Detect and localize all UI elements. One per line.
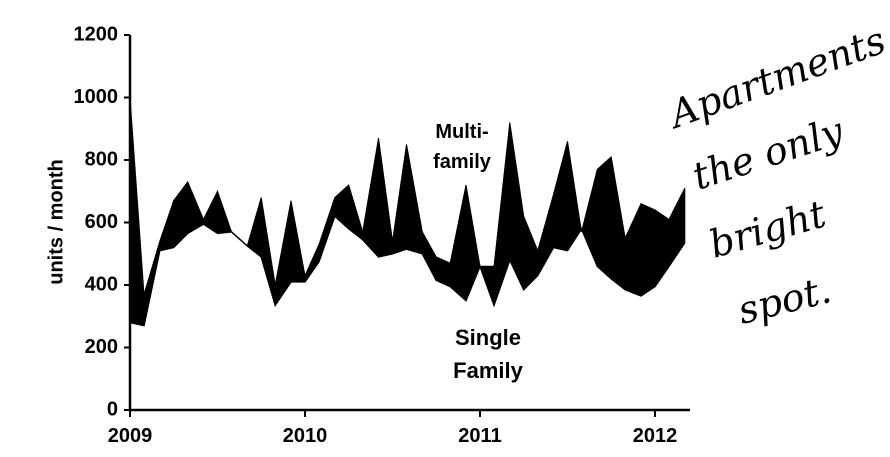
- y-tick-label: 800: [85, 148, 118, 170]
- series-single-family-line: [129, 214, 686, 327]
- multi-family-label: Multi- family: [433, 121, 492, 173]
- x-tick-label: 2009: [108, 425, 153, 447]
- y-tick-label: 1000: [74, 86, 119, 108]
- series-multi-family-area: [129, 97, 686, 327]
- plot-area: [129, 97, 686, 327]
- y-tick-label: 1200: [74, 23, 119, 45]
- svg-text:Multi-: Multi-: [435, 121, 488, 143]
- y-tick-label: 400: [85, 273, 118, 295]
- handwritten-annotation: Apartments the only bright spot.: [661, 18, 890, 333]
- x-tick-label: 2012: [633, 425, 678, 447]
- svg-text:Single: Single: [455, 325, 521, 350]
- single-family-label: Single Family: [453, 325, 523, 383]
- svg-text:Apartments: Apartments: [661, 18, 890, 138]
- axes: 0 200 400 600 800 1000 1200 2009 2010 2011 2012 u…: [45, 23, 690, 447]
- y-tick-label: 600: [85, 211, 118, 233]
- y-ticks: 0 200 400 600 800 1000 1200: [74, 23, 130, 420]
- y-tick-label: 0: [107, 398, 118, 420]
- svg-text:spot.: spot.: [734, 267, 836, 332]
- y-tick-label: 200: [85, 336, 118, 358]
- y-axis-title: units / month: [45, 159, 67, 285]
- svg-text:Family: Family: [453, 358, 523, 383]
- svg-text:bright: bright: [704, 191, 831, 266]
- x-tick-label: 2011: [458, 425, 501, 447]
- x-tick-label: 2010: [283, 425, 328, 447]
- svg-text:family: family: [433, 151, 492, 173]
- x-ticks: 2009 2010 2011 2012: [108, 410, 678, 447]
